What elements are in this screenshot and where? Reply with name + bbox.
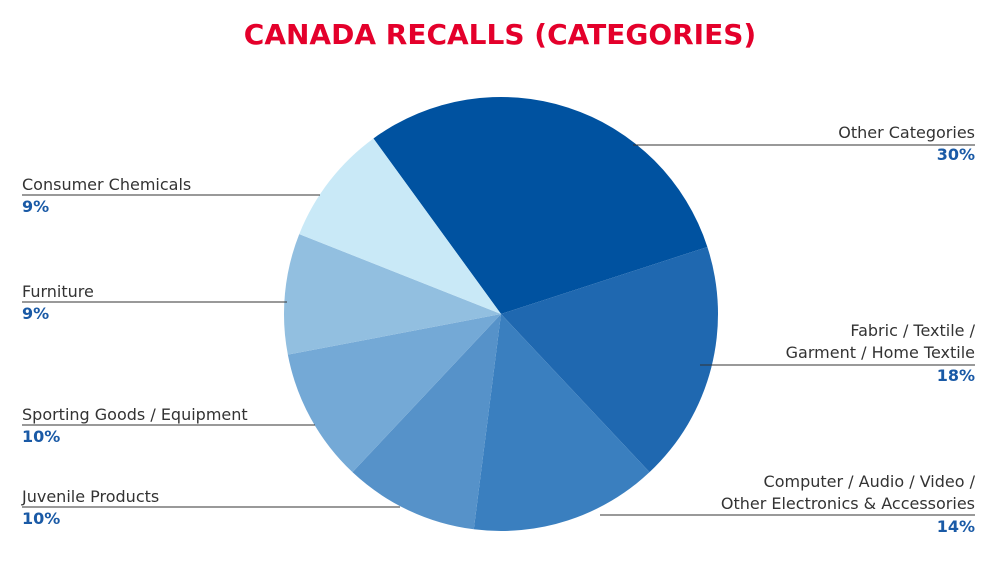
value-label: 18% [937,366,975,385]
slice-label: Garment / Home Textile [786,343,975,362]
chart-title: CANADA RECALLS (CATEGORIES) [244,18,756,51]
pie-slice [373,96,708,314]
pie-slice [352,314,501,530]
pie-slice [299,138,501,314]
slice-label: Other Electronics & Accessories [721,494,975,513]
value-label: 9% [22,304,49,323]
value-label: 9% [22,197,49,216]
value-label: 14% [937,517,975,536]
pie-slice [287,314,501,473]
slice-label: Fabric / Textile / [850,321,975,340]
pie-slice [283,234,501,355]
slice-label: Other Categories [838,123,975,142]
slice-label: Sporting Goods / Equipment [22,405,248,424]
pie-slice [501,246,718,473]
value-label: 10% [22,427,60,446]
slice-label: Consumer Chemicals [22,175,191,194]
slice-label: Computer / Audio / Video / [764,472,976,491]
slice-label: Furniture [22,282,94,301]
value-label: 30% [937,145,975,164]
slice-label: Juvenile Products [21,487,159,506]
pie-slice [473,314,650,531]
value-label: 10% [22,509,60,528]
